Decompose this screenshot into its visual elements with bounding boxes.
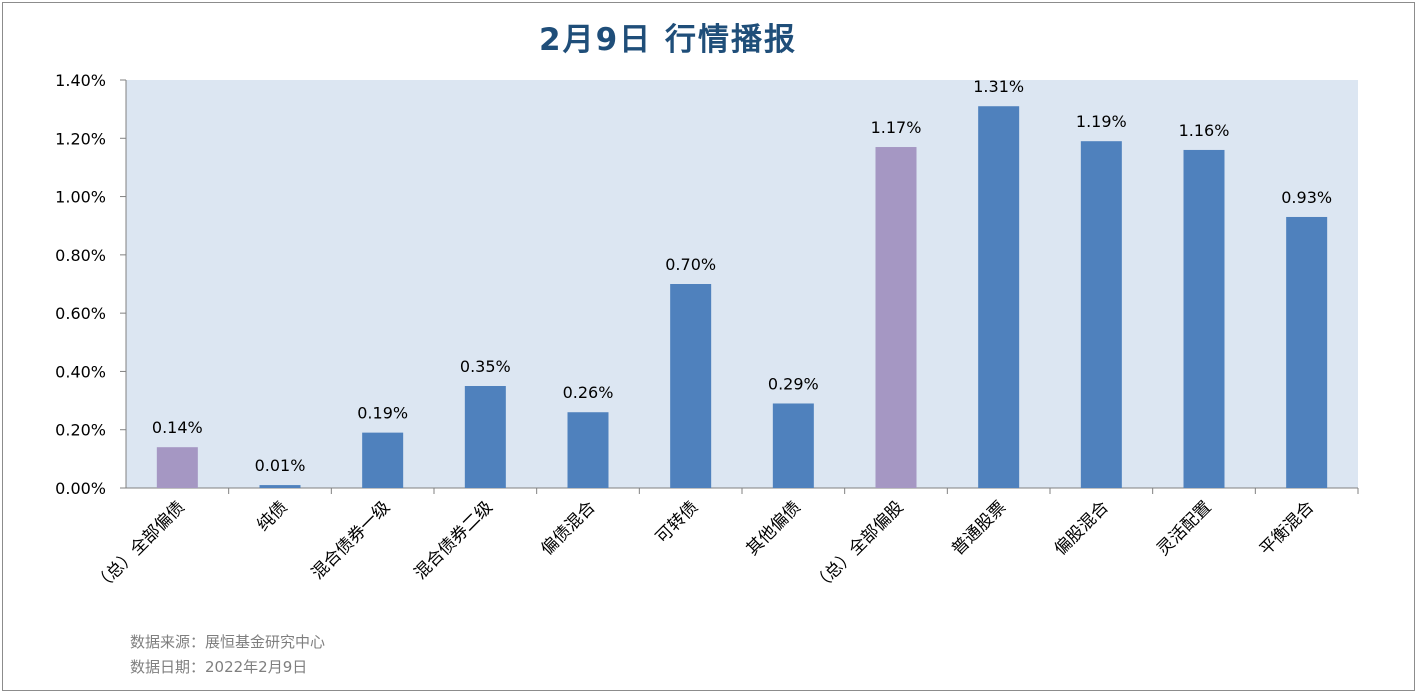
bar	[978, 106, 1020, 488]
data-label: 0.19%	[357, 404, 408, 423]
data-label: 0.35%	[460, 357, 511, 376]
data-date-note: 数据日期：2022年2月9日	[130, 658, 308, 676]
x-tick-label: （总）全部偏债	[91, 497, 189, 595]
y-tick-label: 1.40%	[55, 71, 106, 90]
bar	[156, 447, 198, 488]
data-label: 0.29%	[768, 374, 819, 393]
y-tick-label: 1.00%	[55, 188, 106, 207]
bar	[1080, 141, 1122, 488]
bar	[567, 412, 609, 488]
y-tick-label: 0.20%	[55, 421, 106, 440]
x-tick-label: 偏债混合	[537, 497, 599, 559]
data-label: 0.14%	[152, 418, 203, 437]
data-label: 0.93%	[1281, 188, 1332, 207]
bar	[362, 432, 404, 488]
x-tick-label: 纯债	[253, 497, 291, 535]
page-title: 2月9日 行情播报	[539, 22, 797, 58]
y-tick-label: 0.80%	[55, 246, 106, 265]
data-label: 0.26%	[563, 383, 614, 402]
bar	[670, 284, 712, 488]
data-label: 0.70%	[665, 255, 716, 274]
data-label: 1.31%	[973, 77, 1024, 96]
data-label: 0.01%	[255, 456, 306, 475]
x-tick-label: 平衡混合	[1256, 497, 1318, 559]
data-label: 1.17%	[871, 118, 922, 137]
plot-area	[126, 80, 1358, 488]
bar	[464, 386, 506, 488]
y-tick-label: 1.20%	[55, 129, 106, 148]
x-tick-label: （总）全部偏股	[809, 497, 907, 595]
bar	[1286, 216, 1328, 488]
x-tick-label: 普通股票	[948, 497, 1010, 559]
bar	[1183, 149, 1225, 488]
x-tick-label: 灵活配置	[1153, 497, 1215, 559]
y-tick-label: 0.00%	[55, 479, 106, 498]
bar	[259, 485, 301, 488]
bar	[875, 147, 917, 488]
x-tick-label: 混合债券一级	[308, 497, 394, 583]
data-label: 1.16%	[1179, 121, 1230, 140]
y-tick-label: 0.60%	[55, 304, 106, 323]
data-source-note: 数据来源：展恒基金研究中心	[130, 633, 326, 651]
x-tick-label: 混合债券二级	[411, 497, 497, 583]
x-tick-label: 可转债	[652, 497, 702, 547]
bar	[772, 403, 814, 488]
y-tick-label: 0.40%	[55, 362, 106, 381]
x-tick-label: 偏股混合	[1051, 497, 1113, 559]
data-label: 1.19%	[1076, 112, 1127, 131]
x-tick-label: 其他偏债	[743, 497, 805, 559]
